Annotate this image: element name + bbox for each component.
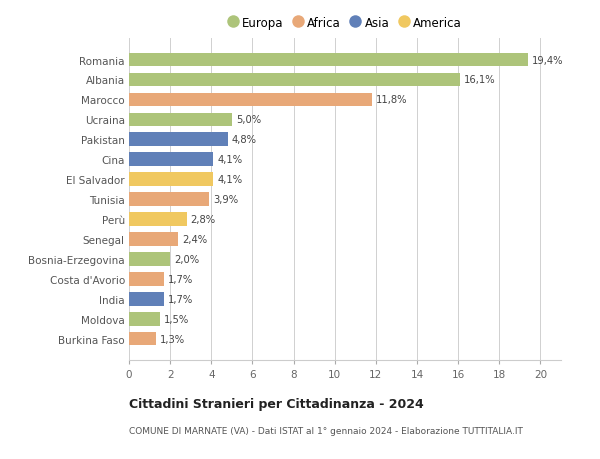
Bar xyxy=(129,332,156,346)
Bar xyxy=(129,153,214,167)
Text: 4,1%: 4,1% xyxy=(217,175,242,185)
Legend: Europa, Africa, Asia, America: Europa, Africa, Asia, America xyxy=(226,14,464,32)
Bar xyxy=(129,292,164,306)
Text: 1,7%: 1,7% xyxy=(168,274,193,284)
Bar xyxy=(129,173,214,186)
Text: 16,1%: 16,1% xyxy=(464,75,496,85)
Bar xyxy=(129,73,460,87)
Text: 4,8%: 4,8% xyxy=(232,135,257,145)
Bar xyxy=(129,54,528,67)
Text: 2,0%: 2,0% xyxy=(174,254,199,264)
Text: 4,1%: 4,1% xyxy=(217,155,242,165)
Text: Cittadini Stranieri per Cittadinanza - 2024: Cittadini Stranieri per Cittadinanza - 2… xyxy=(129,397,424,410)
Bar xyxy=(129,193,209,207)
Bar xyxy=(129,312,160,326)
Bar xyxy=(129,213,187,226)
Text: 5,0%: 5,0% xyxy=(236,115,261,125)
Text: 11,8%: 11,8% xyxy=(376,95,407,105)
Bar xyxy=(129,233,178,246)
Bar xyxy=(129,252,170,266)
Bar xyxy=(129,273,164,286)
Bar xyxy=(129,94,372,107)
Text: 19,4%: 19,4% xyxy=(532,56,564,65)
Text: 1,7%: 1,7% xyxy=(168,294,193,304)
Bar xyxy=(129,113,232,127)
Text: 1,5%: 1,5% xyxy=(164,314,189,324)
Bar xyxy=(129,133,228,147)
Text: 2,8%: 2,8% xyxy=(191,214,216,224)
Text: 3,9%: 3,9% xyxy=(214,195,238,205)
Text: 2,4%: 2,4% xyxy=(182,235,208,245)
Text: 1,3%: 1,3% xyxy=(160,334,185,344)
Text: COMUNE DI MARNATE (VA) - Dati ISTAT al 1° gennaio 2024 - Elaborazione TUTTITALIA: COMUNE DI MARNATE (VA) - Dati ISTAT al 1… xyxy=(129,426,523,435)
